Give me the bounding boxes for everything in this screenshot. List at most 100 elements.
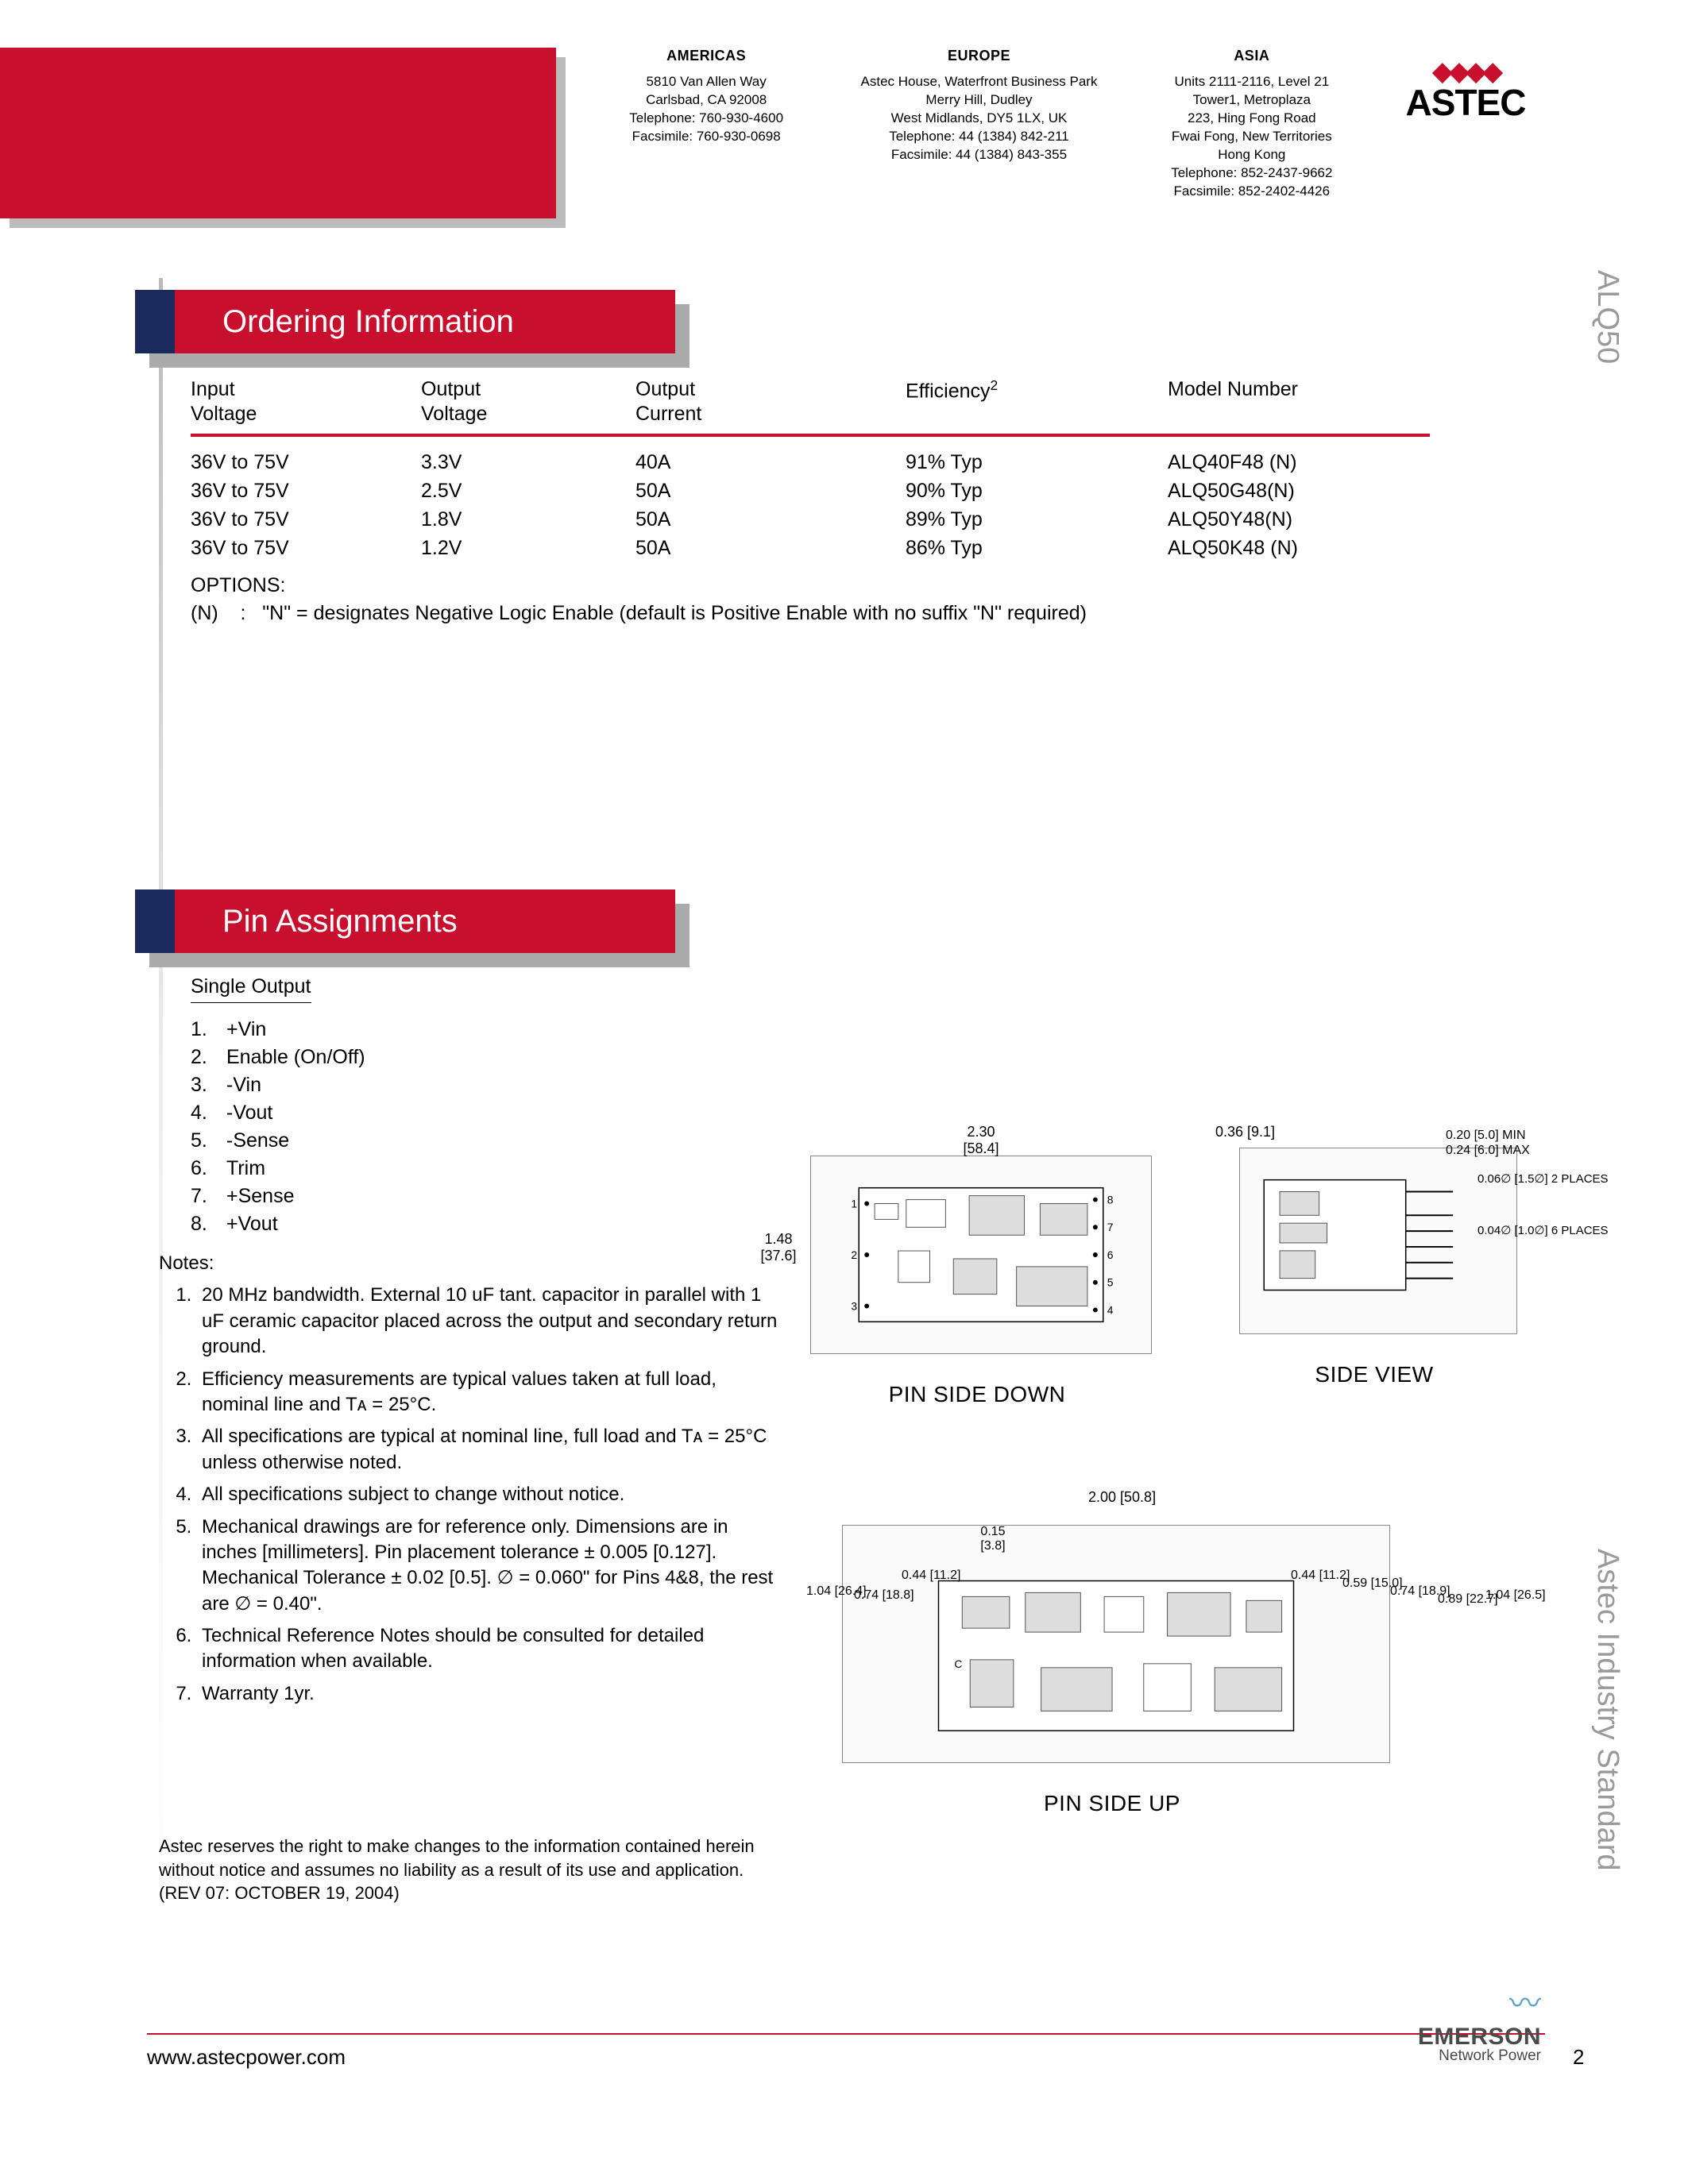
options-label: OPTIONS: (191, 572, 1087, 600)
table-row: 36V to 75V 2.5V 50A 90% Typ ALQ50G48(N) (191, 477, 1430, 505)
pin-item: 6.Trim (191, 1155, 365, 1183)
pin-item: 7.+Sense (191, 1183, 365, 1210)
ordering-info-header: Ordering Information (135, 290, 675, 353)
dim-label: 0.04∅ [1.0∅] 6 PLACES (1477, 1223, 1609, 1237)
note-item: Mechanical drawings are for reference on… (197, 1515, 778, 1618)
cell: 90% Typ (906, 477, 1168, 505)
pin-item: 1.+Vin (191, 1016, 365, 1044)
cell: ALQ50K48 (N) (1168, 534, 1406, 562)
notes-section: Notes: 20 MHz bandwidth. External 10 uF … (159, 1251, 778, 1713)
diagram-pin-side-down: 1 2 3 8 7 6 5 4 (810, 1156, 1152, 1354)
side-label-product: ALQ50 (1590, 270, 1624, 364)
page-number: 2 (1573, 2045, 1584, 2070)
contact-line: Telephone: 44 (1384) 842-211 (860, 128, 1097, 146)
contact-line: Tower1, Metroplaza (1134, 91, 1370, 110)
notes-title: Notes: (159, 1251, 778, 1276)
section-title: Pin Assignments (222, 904, 458, 940)
contact-asia: ASIA Units 2111-2116, Level 21 Tower1, M… (1134, 46, 1370, 201)
dim-label: 2.30[58.4] (933, 1124, 1029, 1157)
cell: ALQ50Y48(N) (1168, 505, 1406, 534)
dim-label: 1.04 [26.5] (1485, 1588, 1546, 1603)
footer-divider (147, 2033, 1545, 2035)
th-output-voltage: OutputVoltage (421, 377, 635, 427)
logo-text: ASTEC (1382, 81, 1549, 124)
th-efficiency: Efficiency2 (906, 377, 1168, 427)
dim-label: 0.44 [11.2] (1291, 1569, 1350, 1583)
header-red-block (0, 48, 556, 218)
emerson-name: EMERSON (1358, 2024, 1541, 2051)
diagram-side-view (1239, 1148, 1517, 1334)
pin-item: 8.+Vout (191, 1210, 365, 1238)
pin-item: 2.Enable (On/Off) (191, 1044, 365, 1071)
diagram-label: SIDE VIEW (1287, 1362, 1462, 1387)
note-item: All specifications subject to change wit… (197, 1482, 778, 1507)
contact-line: Telephone: 852-2437-9662 (1134, 164, 1370, 183)
options-text: (N) : "N" = designates Negative Logic En… (191, 600, 1087, 627)
contact-line: West Midlands, DY5 1LX, UK (860, 110, 1097, 128)
th-model-number: Model Number (1168, 377, 1406, 427)
th-output-current: OutputCurrent (635, 377, 906, 427)
emerson-logo: 〰 EMERSON Network Power (1358, 1978, 1541, 2065)
pin-item: 4.-Vout (191, 1099, 365, 1127)
cell: 50A (635, 477, 906, 505)
contact-line: Fwai Fong, New Territories (1134, 128, 1370, 146)
contact-line: Facsimile: 760-930-0698 (588, 128, 825, 146)
cell: 1.2V (421, 534, 635, 562)
emerson-swoosh-icon: 〰 (1358, 1978, 1541, 2024)
side-label-series: Astec Industry Standard (1590, 1549, 1624, 1871)
table-header-row: InputVoltage OutputVoltage OutputCurrent… (191, 377, 1430, 437)
svg-text:2: 2 (851, 1248, 857, 1261)
cell: 36V to 75V (191, 534, 421, 562)
contact-line: Astec House, Waterfront Business Park (860, 73, 1097, 91)
footer-url: www.astecpower.com (147, 2045, 346, 2070)
section-title: Ordering Information (222, 304, 514, 340)
svg-text:3: 3 (851, 1299, 857, 1312)
contact-americas: AMERICAS 5810 Van Allen Way Carlsbad, CA… (588, 46, 825, 201)
options-block: OPTIONS: (N) : "N" = designates Negative… (191, 572, 1087, 627)
th-input-voltage: InputVoltage (191, 377, 421, 427)
svg-text:1: 1 (851, 1197, 857, 1210)
dim-label: 0.06∅ [1.5∅] 2 PLACES (1477, 1171, 1609, 1186)
cell: 86% Typ (906, 534, 1168, 562)
diagram-label: PIN SIDE UP (1017, 1791, 1207, 1816)
disclaimer-text: Astec reserves the right to make changes… (159, 1835, 778, 1905)
cell: 2.5V (421, 477, 635, 505)
region-label: AMERICAS (588, 46, 825, 65)
cell: 36V to 75V (191, 448, 421, 477)
dim-label: 0.15 [3.8] (969, 1525, 1017, 1553)
region-label: ASIA (1134, 46, 1370, 65)
contact-line: Telephone: 760-930-4600 (588, 110, 825, 128)
contact-line: Carlsbad, CA 92008 (588, 91, 825, 110)
table-row: 36V to 75V 3.3V 40A 91% Typ ALQ40F48 (N) (191, 448, 1430, 477)
cell: 1.8V (421, 505, 635, 534)
cell: 40A (635, 448, 906, 477)
cell: 36V to 75V (191, 505, 421, 534)
contact-line: 223, Hing Fong Road (1134, 110, 1370, 128)
note-item: All specifications are typical at nomina… (197, 1424, 778, 1476)
note-item: Warranty 1yr. (197, 1681, 778, 1707)
cell: ALQ50G48(N) (1168, 477, 1406, 505)
diagram-label: PIN SIDE DOWN (866, 1382, 1088, 1407)
dim-label: 1.04 [26.4] (806, 1584, 867, 1599)
svg-text:5: 5 (1107, 1276, 1114, 1289)
pin-assignments-body: Single Output 1.+Vin 2.Enable (On/Off) 3… (191, 973, 365, 1238)
contact-line: Facsimile: 852-2402-4426 (1134, 183, 1370, 201)
cell: 36V to 75V (191, 477, 421, 505)
note-item: Efficiency measurements are typical valu… (197, 1367, 778, 1418)
contact-line: 5810 Van Allen Way (588, 73, 825, 91)
dim-label: 2.00 [50.8] (1088, 1489, 1156, 1506)
notes-list: 20 MHz bandwidth. External 10 uF tant. c… (159, 1283, 778, 1707)
table-row: 36V to 75V 1.8V 50A 89% Typ ALQ50Y48(N) (191, 505, 1430, 534)
header-contacts: AMERICAS 5810 Van Allen Way Carlsbad, CA… (588, 46, 1370, 201)
contact-line: Facsimile: 44 (1384) 843-355 (860, 146, 1097, 164)
pin-item: 5.-Sense (191, 1127, 365, 1155)
dim-label: 1.48[37.6] (751, 1231, 806, 1264)
dim-label: 0.36 [9.1] (1215, 1124, 1275, 1140)
table-row: 36V to 75V 1.2V 50A 86% Typ ALQ50K48 (N) (191, 534, 1430, 562)
cell: 91% Typ (906, 448, 1168, 477)
dim-label: 0.44 [11.2] (902, 1569, 960, 1583)
svg-text:4: 4 (1107, 1303, 1114, 1316)
cell: 50A (635, 534, 906, 562)
contact-line: Units 2111-2116, Level 21 (1134, 73, 1370, 91)
cell: 3.3V (421, 448, 635, 477)
